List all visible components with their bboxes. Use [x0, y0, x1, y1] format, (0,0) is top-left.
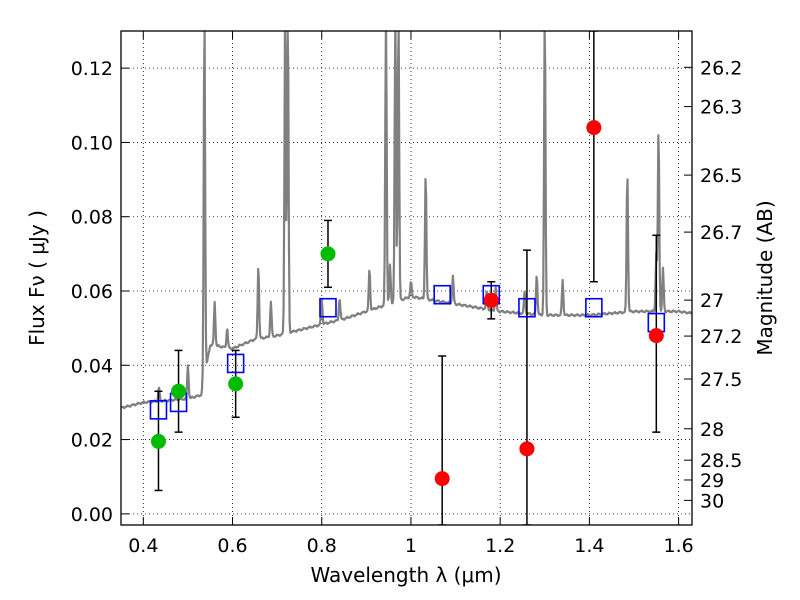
magnitude-tick-label: 26.2: [700, 57, 742, 79]
y-tick-label: 0.10: [71, 132, 113, 154]
plot-area: [121, 31, 692, 525]
y-axis-label: Flux Fν ( μJy ): [25, 210, 49, 346]
x-tick-label: 0.4: [128, 535, 158, 557]
low-significance-point: [648, 328, 664, 344]
magnitude-tick-label: 28.5: [700, 450, 742, 472]
y-tick-label: 0.06: [71, 281, 113, 303]
x-tick-label: 1.2: [485, 535, 515, 557]
magnitude-tick-label: 26.7: [700, 222, 742, 244]
detection-point: [171, 383, 187, 399]
magnitude-tick-label: 27.5: [700, 369, 742, 391]
axes-frame: [120, 30, 693, 526]
low-significance-point: [519, 441, 535, 457]
y-tick-label: 0.04: [71, 355, 113, 377]
low-significance-point: [586, 120, 602, 136]
magnitude-tick-label: 30: [700, 490, 724, 512]
x-axis-ticks: 0.4 0.6 0.8 1 1.2 1.4 1.6: [128, 31, 694, 557]
y-tick-label: 0.12: [71, 58, 113, 80]
model-photometry-square: [319, 297, 337, 318]
model-photometry-square: [149, 400, 168, 420]
model-photometry-square: [226, 353, 245, 374]
model-photometry-square: [433, 284, 451, 305]
model-photometry-square: [518, 297, 536, 318]
low-significance-point: [434, 471, 450, 487]
x-tick-label: 0.8: [307, 535, 337, 557]
magnitude-tick-label: 28: [700, 419, 724, 441]
x-tick-label: 1.6: [664, 535, 694, 557]
detection-point: [228, 376, 244, 392]
detection-point: [150, 433, 166, 449]
spectrum-line: [121, 31, 692, 410]
y-tick-label: 0.00: [71, 504, 113, 526]
low-significance-point: [483, 292, 499, 308]
model-spectrum: [121, 31, 692, 410]
x-tick-label: 1: [405, 535, 417, 557]
magnitude-tick-label: 26.3: [700, 97, 742, 119]
magnitude-tick-label: 27.2: [700, 326, 742, 348]
y-axis-ticks: 0.00 0.02 0.04 0.06 0.08 0.10 0.12: [71, 58, 129, 526]
magnitude-tick-label: 26.5: [700, 165, 742, 187]
detection-point: [320, 246, 336, 262]
x-tick-label: 1.4: [574, 535, 604, 557]
magnitude-tick-label: 29: [700, 470, 724, 492]
y-tick-label: 0.08: [71, 207, 113, 229]
magnitude-tick-label: 27: [700, 290, 724, 312]
right-y-axis-label: Magnitude (AB): [753, 200, 777, 355]
x-axis-label: Wavelength λ (μm): [310, 563, 501, 587]
y-tick-label: 0.02: [71, 430, 113, 452]
data-markers: [149, 31, 666, 525]
model-photometry-square: [585, 297, 603, 318]
x-tick-label: 0.6: [217, 535, 247, 557]
